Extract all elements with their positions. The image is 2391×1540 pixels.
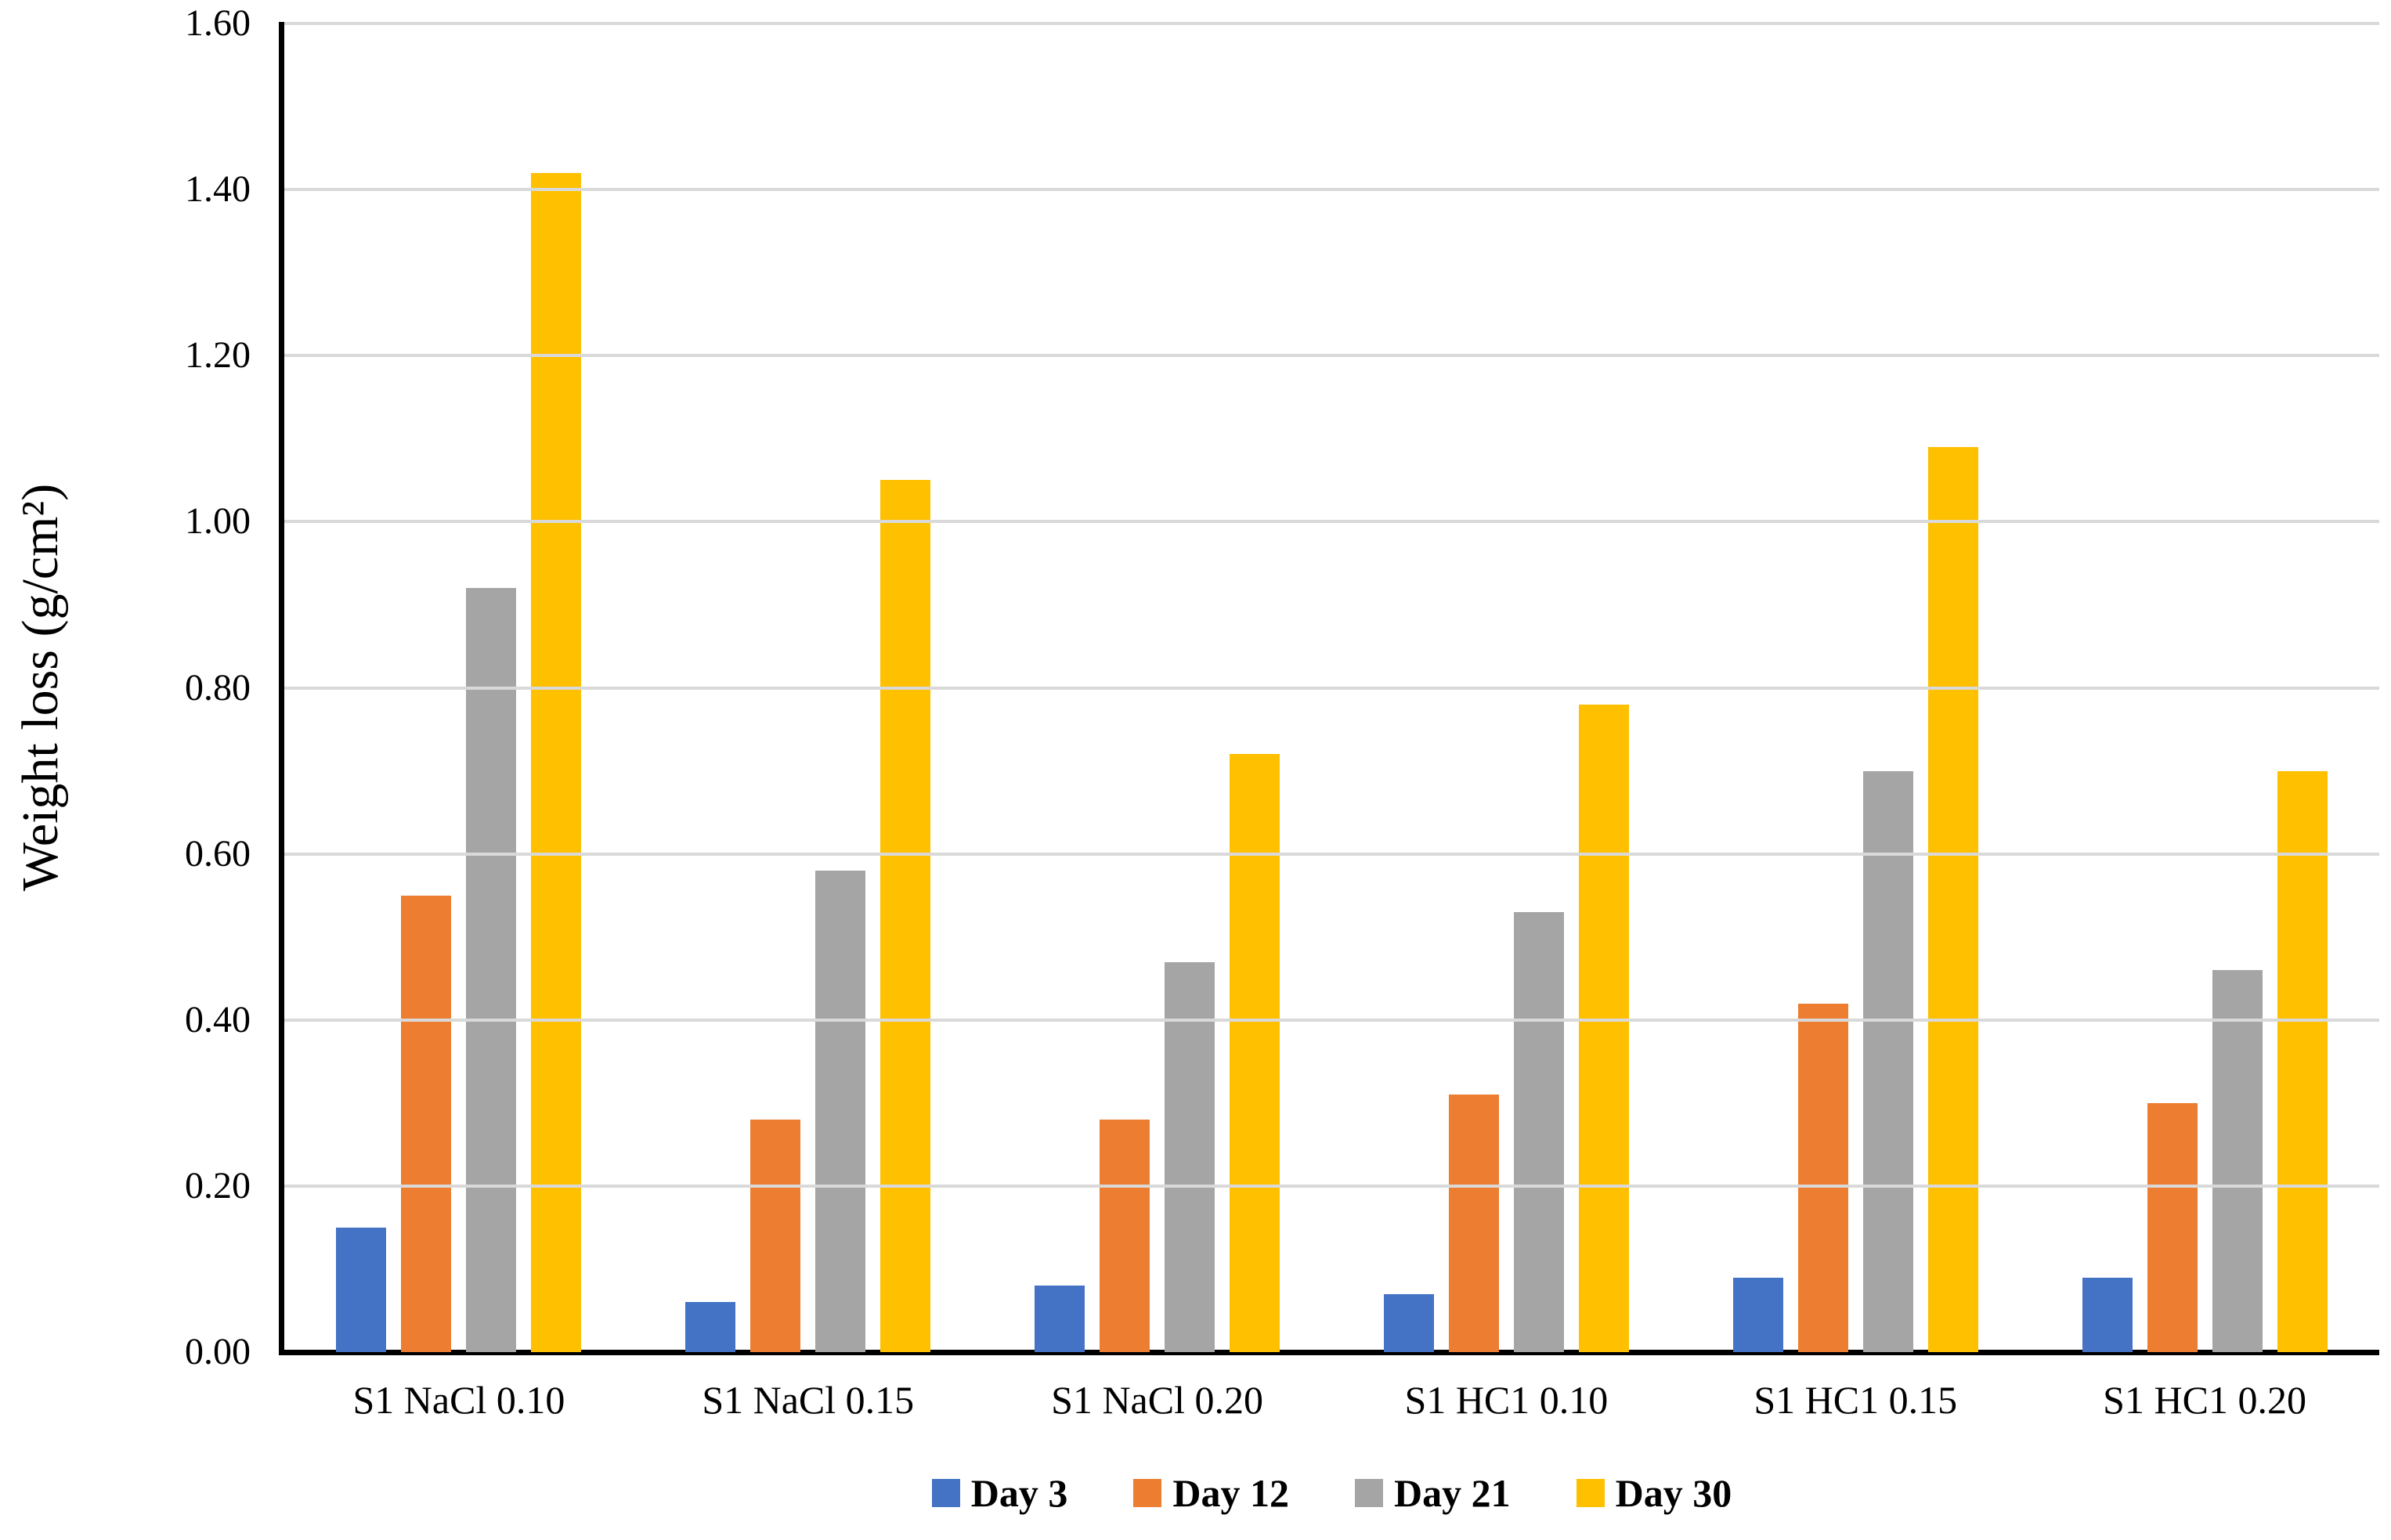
gridline bbox=[284, 22, 2379, 25]
y-axis-title: Weight loss (g/cm²) bbox=[12, 483, 69, 892]
gridline bbox=[284, 852, 2379, 856]
bar-group bbox=[634, 23, 983, 1352]
bar bbox=[1732, 1277, 1783, 1352]
y-tick-label: 0.80 bbox=[185, 666, 251, 709]
y-tick-label: 0.00 bbox=[185, 1331, 251, 1372]
x-axis-labels: S1 NaCl 0.10 S1 NaCl 0.15 S1 NaCl 0.20 S1 H… bbox=[284, 1376, 2379, 1424]
bar bbox=[531, 172, 582, 1352]
legend-label: Day 21 bbox=[1394, 1471, 1511, 1515]
bar bbox=[815, 870, 866, 1352]
bar bbox=[1035, 1286, 1085, 1352]
gridline bbox=[284, 1018, 2379, 1022]
legend-swatch bbox=[1355, 1479, 1383, 1507]
y-tick-label: 1.20 bbox=[185, 334, 251, 377]
bar bbox=[466, 588, 517, 1352]
gridline bbox=[284, 520, 2379, 524]
bar bbox=[1513, 911, 1564, 1352]
gridline bbox=[284, 1184, 2379, 1188]
bar bbox=[685, 1302, 736, 1352]
y-tick-label: 0.60 bbox=[185, 832, 251, 875]
bar bbox=[2212, 970, 2263, 1352]
bar bbox=[880, 480, 931, 1352]
gridline bbox=[284, 188, 2379, 192]
y-axis-line bbox=[279, 22, 284, 1355]
bar-group bbox=[284, 23, 634, 1352]
gridline bbox=[284, 354, 2379, 358]
x-axis-label: S1 HC1 0.15 bbox=[1754, 1378, 1958, 1422]
legend-label: Day 12 bbox=[1172, 1471, 1289, 1515]
bar bbox=[1100, 1120, 1150, 1352]
bar bbox=[1448, 1095, 1499, 1352]
bar bbox=[1797, 1003, 1848, 1352]
bar bbox=[1578, 704, 1629, 1352]
bar bbox=[2147, 1102, 2198, 1352]
bar bbox=[336, 1227, 387, 1352]
x-axis-label: S1 HC1 0.20 bbox=[2103, 1378, 2306, 1422]
legend-item: Day 12 bbox=[1133, 1470, 1289, 1516]
legend-label: Day 30 bbox=[1615, 1471, 1732, 1515]
x-axis-label: S1 NaCl 0.20 bbox=[1051, 1378, 1263, 1422]
x-axis-label: S1 NaCl 0.10 bbox=[352, 1378, 565, 1422]
legend-swatch bbox=[1133, 1479, 1162, 1507]
legend-item: Day 21 bbox=[1355, 1470, 1511, 1516]
plot-area bbox=[279, 22, 2379, 1355]
x-axis-label: S1 NaCl 0.15 bbox=[702, 1378, 915, 1422]
bar bbox=[401, 895, 452, 1352]
bar-group bbox=[1331, 23, 1681, 1352]
bars-container bbox=[284, 23, 2379, 1352]
y-tick-label: 1.40 bbox=[185, 168, 251, 211]
bar bbox=[1927, 446, 1978, 1352]
bar bbox=[1230, 754, 1280, 1352]
bar bbox=[1165, 961, 1215, 1352]
gridline bbox=[284, 686, 2379, 690]
bar-group bbox=[2030, 23, 2379, 1352]
legend-swatch bbox=[1576, 1479, 1605, 1507]
legend: Day 3 Day 12 Day 21 Day 30 bbox=[284, 1470, 2379, 1516]
y-tick-label: 1.60 bbox=[185, 2, 251, 44]
legend-swatch bbox=[931, 1479, 960, 1507]
bar bbox=[750, 1120, 801, 1352]
bar bbox=[1383, 1293, 1434, 1352]
x-axis-label: S1 HC1 0.10 bbox=[1404, 1378, 1609, 1422]
legend-item: Day 3 bbox=[931, 1470, 1068, 1516]
bar-group bbox=[1681, 23, 2030, 1352]
bar bbox=[1862, 770, 1913, 1352]
y-tick-label: 0.20 bbox=[185, 1164, 251, 1206]
y-tick-label: 0.40 bbox=[185, 998, 251, 1040]
bar bbox=[2082, 1277, 2133, 1352]
x-axis-line bbox=[279, 1350, 2379, 1355]
y-tick-label: 1.00 bbox=[185, 500, 251, 543]
legend-item: Day 30 bbox=[1576, 1470, 1732, 1516]
bar bbox=[2277, 770, 2328, 1352]
legend-label: Day 3 bbox=[970, 1471, 1068, 1515]
